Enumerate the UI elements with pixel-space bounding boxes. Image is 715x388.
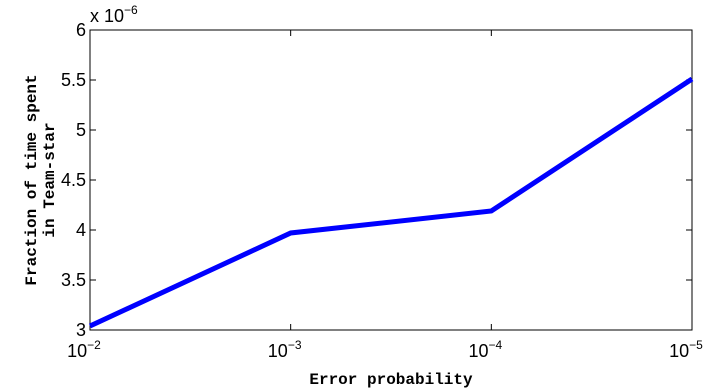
x-tick-base: 10 <box>268 341 288 361</box>
y-axis: 3 3.5 4 4.5 5 5.5 6 <box>61 20 692 340</box>
y-tick-label: 3.5 <box>61 270 86 290</box>
y-axis-title-line-2: in Team-star <box>41 122 59 237</box>
y-multiplier-exponent: −6 <box>124 3 138 17</box>
series-line <box>88 76 694 329</box>
x-tick-base: 10 <box>67 341 87 361</box>
y-tick-label: 5 <box>76 120 86 140</box>
y-multiplier-base: x 10 <box>90 6 124 26</box>
y-tick-label: 4.5 <box>61 170 86 190</box>
y-tick-label: 4 <box>76 220 86 240</box>
y-tick-label: 3 <box>76 320 86 340</box>
x-tick-exponent: −5 <box>689 338 703 352</box>
x-tick-exponent: −4 <box>489 338 503 352</box>
x-tick-label: 10−4 <box>468 338 502 361</box>
x-tick-label: 10−3 <box>268 338 302 361</box>
x-tick-base: 10 <box>669 341 689 361</box>
x-tick-exponent: −2 <box>87 338 101 352</box>
y-multiplier-label: x 10−6 <box>90 3 138 26</box>
y-axis-title-line-1: Fraction of time spent <box>23 74 41 285</box>
x-tick-label: 10−5 <box>669 338 703 361</box>
x-tick-base: 10 <box>468 341 488 361</box>
x-axis-title: Error probability <box>309 371 473 388</box>
y-axis-title: Fraction of time spent in Team-star <box>23 74 59 285</box>
x-tick-label: 10−2 <box>67 338 101 361</box>
y-tick-label: 6 <box>76 20 86 40</box>
series-layer <box>88 76 694 329</box>
x-tick-exponent: −3 <box>288 338 302 352</box>
y-tick-label: 5.5 <box>61 70 86 90</box>
x-axis: 10−2 10−3 10−4 10−5 <box>67 30 703 361</box>
